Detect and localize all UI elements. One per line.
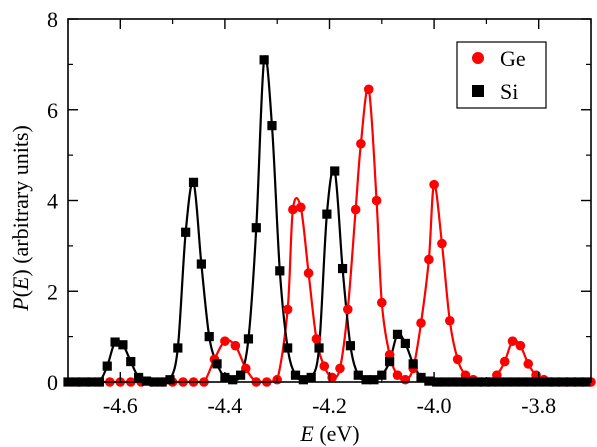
- legend-label-si: Si: [500, 79, 518, 104]
- data-point-si: [369, 375, 379, 385]
- data-point-si: [212, 359, 222, 369]
- data-point-ge: [363, 84, 374, 95]
- data-point-ge: [424, 254, 434, 265]
- data-point-ge: [319, 361, 330, 371]
- data-point-ge: [327, 372, 337, 383]
- data-point-si: [416, 372, 426, 383]
- data-point-ge: [507, 336, 518, 346]
- y-axis-title-var2: E: [8, 276, 33, 291]
- legend-marker-si: [472, 85, 484, 97]
- data-point-ge: [429, 179, 439, 190]
- x-tick-label: -4.0: [417, 393, 452, 418]
- data-point-ge: [295, 202, 306, 213]
- data-point-si: [385, 356, 395, 367]
- data-point-si: [267, 121, 277, 131]
- data-point-si: [283, 343, 293, 353]
- y-tick-label: 0: [47, 370, 58, 395]
- data-point-si: [188, 177, 199, 187]
- y-axis-title-paren: (: [8, 290, 33, 297]
- data-point-si: [251, 223, 261, 233]
- x-axis-title-unit: (eV): [314, 421, 360, 446]
- data-point-si: [173, 343, 183, 353]
- data-point-ge: [343, 304, 353, 315]
- legend-box: [456, 41, 547, 109]
- data-point-si: [322, 209, 332, 219]
- data-point-si: [196, 259, 206, 269]
- x-tick-label: -4.2: [312, 393, 347, 418]
- x-tick-label: -3.8: [521, 393, 556, 418]
- data-point-ge: [499, 356, 510, 367]
- data-point-si: [102, 361, 112, 371]
- data-point-si: [181, 227, 191, 237]
- data-point-ge: [288, 204, 298, 215]
- y-tick-label: 4: [47, 189, 58, 214]
- data-point-ge: [371, 195, 382, 206]
- data-point-si: [361, 375, 371, 385]
- x-axis-title-var: E: [299, 421, 314, 446]
- data-point-si: [110, 337, 120, 347]
- legend-label-ge: Ge: [500, 46, 526, 71]
- data-point-si: [392, 329, 403, 339]
- data-point-si: [235, 370, 246, 380]
- y-tick-label: 8: [47, 7, 58, 32]
- data-point-ge: [377, 297, 387, 308]
- legend: Ge Si: [456, 41, 547, 109]
- data-point-si: [204, 332, 214, 342]
- legend-marker-ge: [472, 52, 484, 64]
- y-tick-label: 6: [47, 98, 58, 123]
- data-point-si: [353, 370, 363, 380]
- axis-tick-labels: -4.6 -4.4 -4.2 -4.0 -3.8 0 2 4 6 8: [47, 7, 556, 418]
- data-point-ge: [335, 363, 345, 374]
- data-point-ge: [400, 374, 411, 385]
- x-axis-title: E (eV): [299, 421, 359, 446]
- data-point-ge: [230, 340, 241, 351]
- data-point-ge: [452, 354, 463, 365]
- data-point-si: [275, 266, 285, 276]
- data-point-si: [126, 356, 136, 367]
- data-point-si: [408, 359, 418, 369]
- data-point-si: [345, 341, 356, 351]
- data-point-si: [306, 372, 316, 383]
- data-point-ge: [220, 336, 230, 346]
- y-axis-title-rest: ) (arbitrary units): [8, 125, 33, 277]
- y-axis-title: P(E) (arbitrary units): [8, 125, 33, 312]
- data-point-si: [134, 372, 144, 383]
- data-point-ge: [416, 318, 426, 328]
- data-point-ge: [392, 370, 403, 380]
- data-point-si: [259, 55, 269, 65]
- x-tick-label: -4.4: [207, 393, 242, 418]
- data-point-si: [243, 334, 254, 344]
- data-point-ge: [282, 304, 293, 315]
- data-point-si: [424, 376, 434, 386]
- data-point-si: [165, 375, 175, 385]
- data-point-ge: [356, 138, 366, 149]
- data-point-ge: [303, 268, 314, 278]
- data-point-ge: [437, 238, 447, 249]
- data-point-ge: [350, 204, 361, 215]
- data-point-si: [290, 370, 301, 380]
- data-point-ge: [311, 334, 322, 344]
- y-tick-label: 2: [47, 279, 58, 304]
- data-point-si: [377, 370, 387, 380]
- axis-ticks: [67, 18, 592, 383]
- data-point-si: [118, 340, 128, 350]
- data-point-si: [141, 376, 152, 386]
- data-point-ge: [515, 340, 526, 351]
- data-point-si: [228, 375, 238, 385]
- data-point-ge: [444, 315, 455, 326]
- data-point-si: [400, 338, 410, 349]
- data-point-si: [314, 343, 324, 353]
- y-axis-title-var1: P: [8, 297, 33, 311]
- data-point-si: [330, 166, 340, 176]
- data-point-si: [337, 263, 348, 274]
- x-tick-label: -4.6: [103, 393, 138, 418]
- data-point-ge: [523, 359, 534, 369]
- data-point-si: [298, 375, 308, 385]
